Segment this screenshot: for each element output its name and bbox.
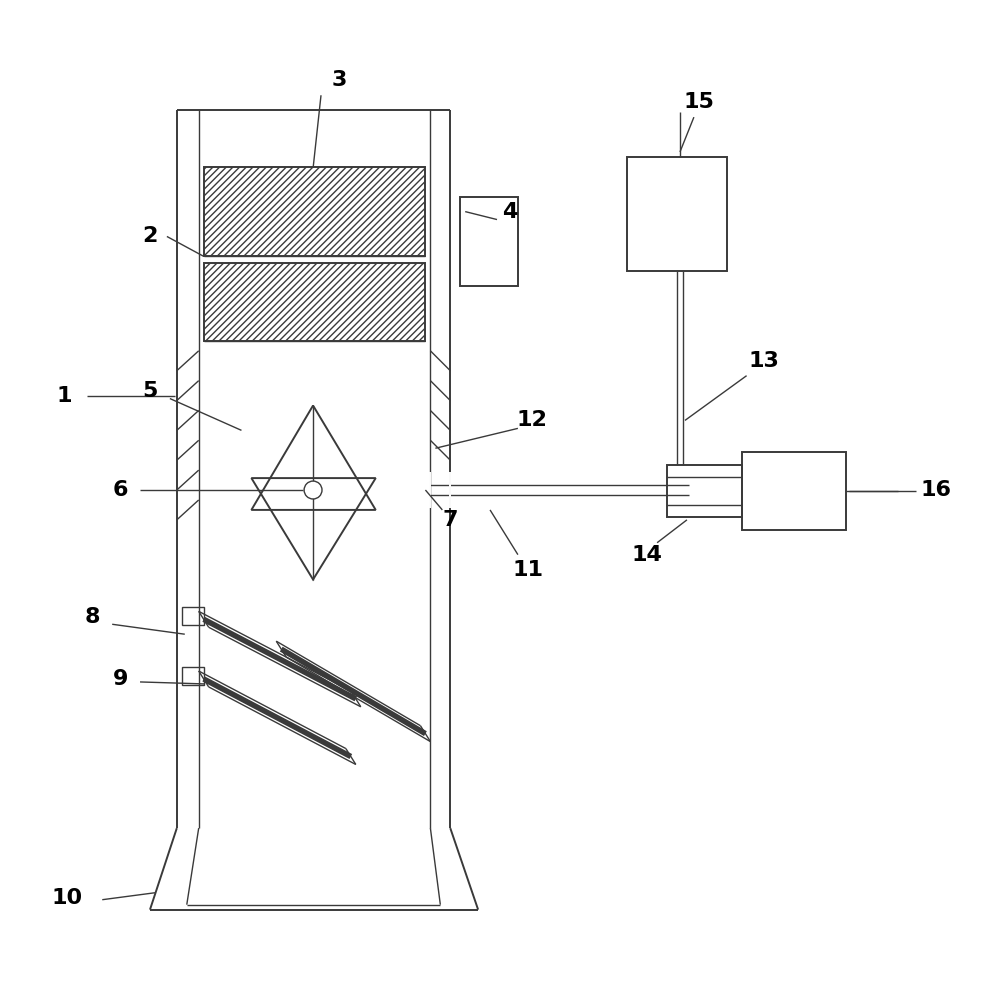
Text: 5: 5	[142, 381, 158, 401]
Text: 6: 6	[112, 480, 128, 500]
Text: 14: 14	[632, 545, 663, 565]
Bar	[667, 465, 742, 517]
Text: 15: 15	[683, 92, 714, 112]
Text: 16: 16	[920, 480, 951, 500]
Text: 10: 10	[52, 888, 83, 908]
Text: 8: 8	[85, 607, 100, 627]
Text: 9: 9	[112, 669, 128, 689]
Text: 11: 11	[512, 560, 543, 580]
Bar	[182, 667, 204, 685]
Bar	[460, 197, 518, 286]
Bar	[742, 452, 846, 530]
Text: 7: 7	[443, 510, 458, 530]
Bar	[204, 263, 425, 341]
Text: 12: 12	[516, 410, 547, 430]
Text: 13: 13	[748, 351, 779, 371]
Text: 3: 3	[331, 70, 347, 90]
Text: 4: 4	[502, 202, 518, 222]
Circle shape	[304, 481, 322, 499]
Text: 2: 2	[142, 226, 158, 246]
Bar	[204, 167, 425, 256]
Bar	[182, 607, 204, 625]
Text: 1: 1	[57, 386, 72, 405]
Bar	[627, 157, 727, 271]
